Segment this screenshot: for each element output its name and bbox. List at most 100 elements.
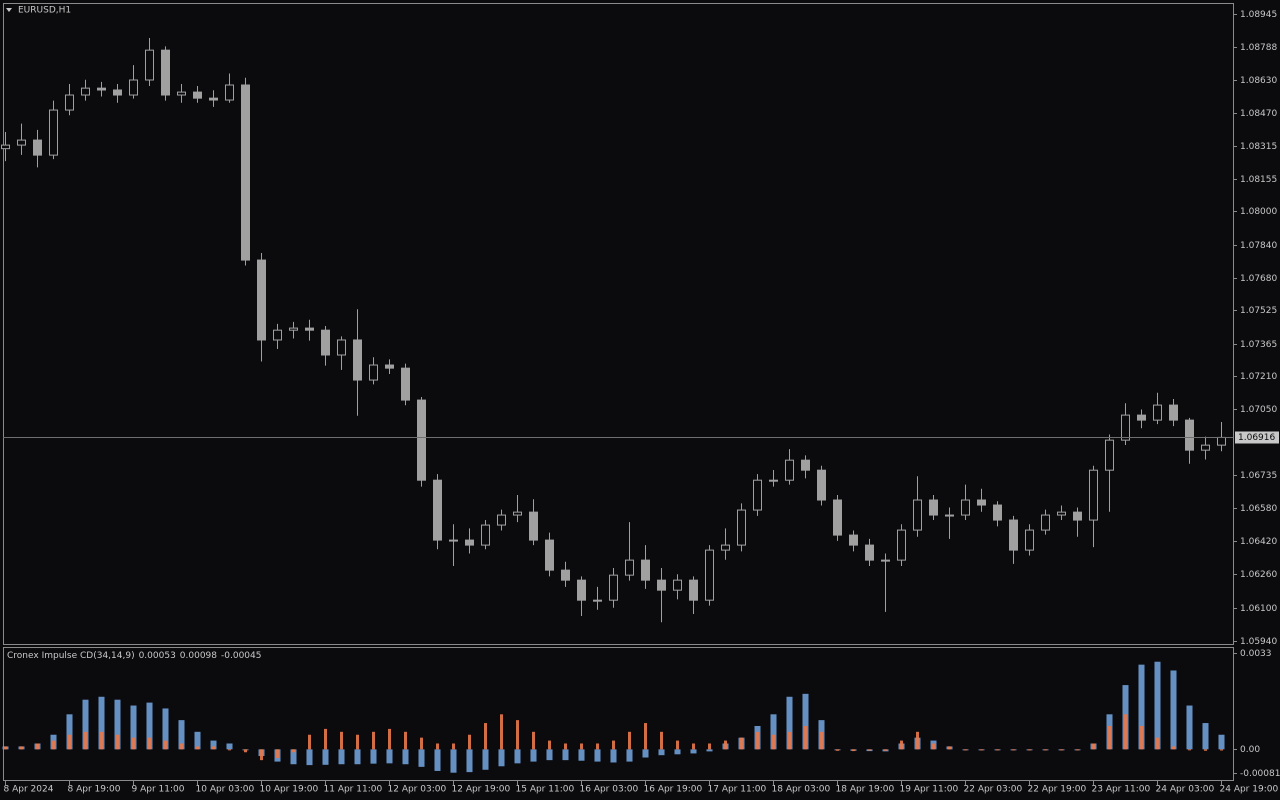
candle-body: [289, 327, 298, 331]
y-tick-label: 1.06260: [1240, 570, 1277, 580]
x-tick-label: 16 Apr 03:00: [580, 785, 639, 795]
histogram-bar: [4, 746, 7, 750]
y-tick-label: 1.08945: [1240, 10, 1277, 20]
y-tick-label: 1.08000: [1240, 207, 1277, 217]
histogram-bar: [130, 705, 137, 750]
histogram-bar: [194, 731, 201, 750]
histogram-bar: [852, 749, 855, 752]
histogram-bar: [706, 749, 713, 752]
x-tick-label: 22 Apr 19:00: [1028, 785, 1087, 795]
histogram-bar: [900, 740, 903, 750]
histogram-bar: [996, 749, 999, 751]
histogram-bar: [434, 749, 441, 771]
candle-body: [1009, 519, 1018, 551]
candle-body: [1121, 414, 1130, 441]
histogram-bar: [322, 749, 329, 765]
histogram-bar: [340, 731, 343, 750]
histogram-bar: [370, 749, 377, 764]
histogram-bar: [1044, 749, 1047, 751]
histogram-bar: [292, 749, 295, 753]
histogram-bar: [1124, 714, 1127, 750]
candle-body: [1057, 511, 1066, 516]
y-tick-label: 1.06420: [1240, 537, 1277, 547]
candle-body: [881, 559, 890, 562]
histogram-bar: [724, 740, 727, 750]
candle-body: [433, 479, 442, 541]
indicator-title: Cronex Impulse CD(34,14,9) 0.00053 0.00098…: [7, 651, 261, 661]
histogram-bar: [68, 734, 71, 750]
histogram-bar: [212, 746, 215, 750]
candle-body: [561, 569, 570, 581]
histogram-bar: [386, 749, 393, 764]
histogram-bar: [450, 749, 457, 773]
histogram-bar: [884, 749, 887, 751]
histogram-bar: [964, 749, 967, 751]
histogram-bar: [402, 749, 409, 765]
histogram-bar: [530, 749, 537, 762]
x-tick-label: 12 Apr 03:00: [388, 785, 447, 795]
candle-body: [145, 49, 154, 81]
price-pane-frame: [3, 3, 1234, 645]
x-tick-label: 15 Apr 11:00: [516, 785, 575, 795]
histogram-bar: [1028, 749, 1031, 751]
histogram-bar: [1076, 749, 1079, 751]
candle-body: [1025, 529, 1034, 551]
histogram-bar: [546, 749, 553, 761]
histogram-bar: [1154, 661, 1161, 750]
y-tick-label: 1.06100: [1240, 604, 1277, 614]
candle-body: [257, 259, 266, 341]
histogram-bar: [356, 734, 359, 750]
histogram-bar: [770, 714, 777, 750]
histogram-bar: [180, 743, 183, 750]
candle-body: [593, 599, 602, 602]
candle-body: [705, 549, 714, 601]
histogram-bar: [756, 731, 759, 750]
histogram-bar: [484, 723, 487, 750]
y-tick-label: 0.0033: [1240, 649, 1272, 659]
histogram-bar: [276, 749, 279, 759]
histogram-bar: [1140, 725, 1143, 750]
histogram-bar: [786, 696, 793, 750]
y-tick-label: 1.08155: [1240, 175, 1277, 185]
y-tick-label: 1.05940: [1240, 637, 1277, 647]
histogram-bar: [564, 743, 567, 750]
indicator-value: -0.00045: [221, 651, 261, 661]
candle-body: [1137, 414, 1146, 421]
candle-body: [785, 459, 794, 481]
indicator-value: 0.00098: [180, 651, 217, 661]
histogram-bar: [420, 737, 423, 750]
candle-body: [1169, 404, 1178, 421]
histogram-bar: [1060, 749, 1063, 751]
histogram-bar: [260, 749, 263, 761]
histogram-bar: [290, 749, 297, 765]
candle-body: [113, 89, 122, 96]
histogram-bar: [82, 699, 89, 750]
y-tick-label: 1.06580: [1240, 504, 1277, 514]
histogram-bar: [1204, 749, 1207, 751]
y-tick-label: 1.07365: [1240, 340, 1277, 350]
candle-body: [545, 539, 554, 571]
candle-body: [833, 499, 842, 536]
histogram-bar: [98, 696, 105, 750]
histogram-bar: [596, 743, 599, 750]
candle-body: [49, 109, 58, 156]
histogram-bar: [1170, 670, 1177, 750]
histogram-bar: [148, 737, 151, 750]
candle-body: [673, 579, 682, 591]
symbol-title: EURUSD,H1: [18, 6, 71, 16]
histogram-bar: [20, 746, 23, 750]
candle-body: [1153, 404, 1162, 421]
histogram-bar: [84, 731, 87, 750]
symbol-menu-arrow[interactable]: [6, 8, 12, 12]
x-tick-label: 24 Apr 03:00: [1156, 785, 1215, 795]
histogram-bar: [482, 749, 489, 770]
histogram-bar: [226, 743, 233, 750]
histogram-bar: [740, 737, 743, 750]
histogram-bar: [692, 743, 695, 750]
candle-body: [353, 339, 362, 381]
histogram-bar: [1188, 749, 1191, 751]
candle-body: [993, 504, 1002, 521]
candle-body: [977, 499, 986, 506]
histogram-bar: [244, 749, 247, 753]
